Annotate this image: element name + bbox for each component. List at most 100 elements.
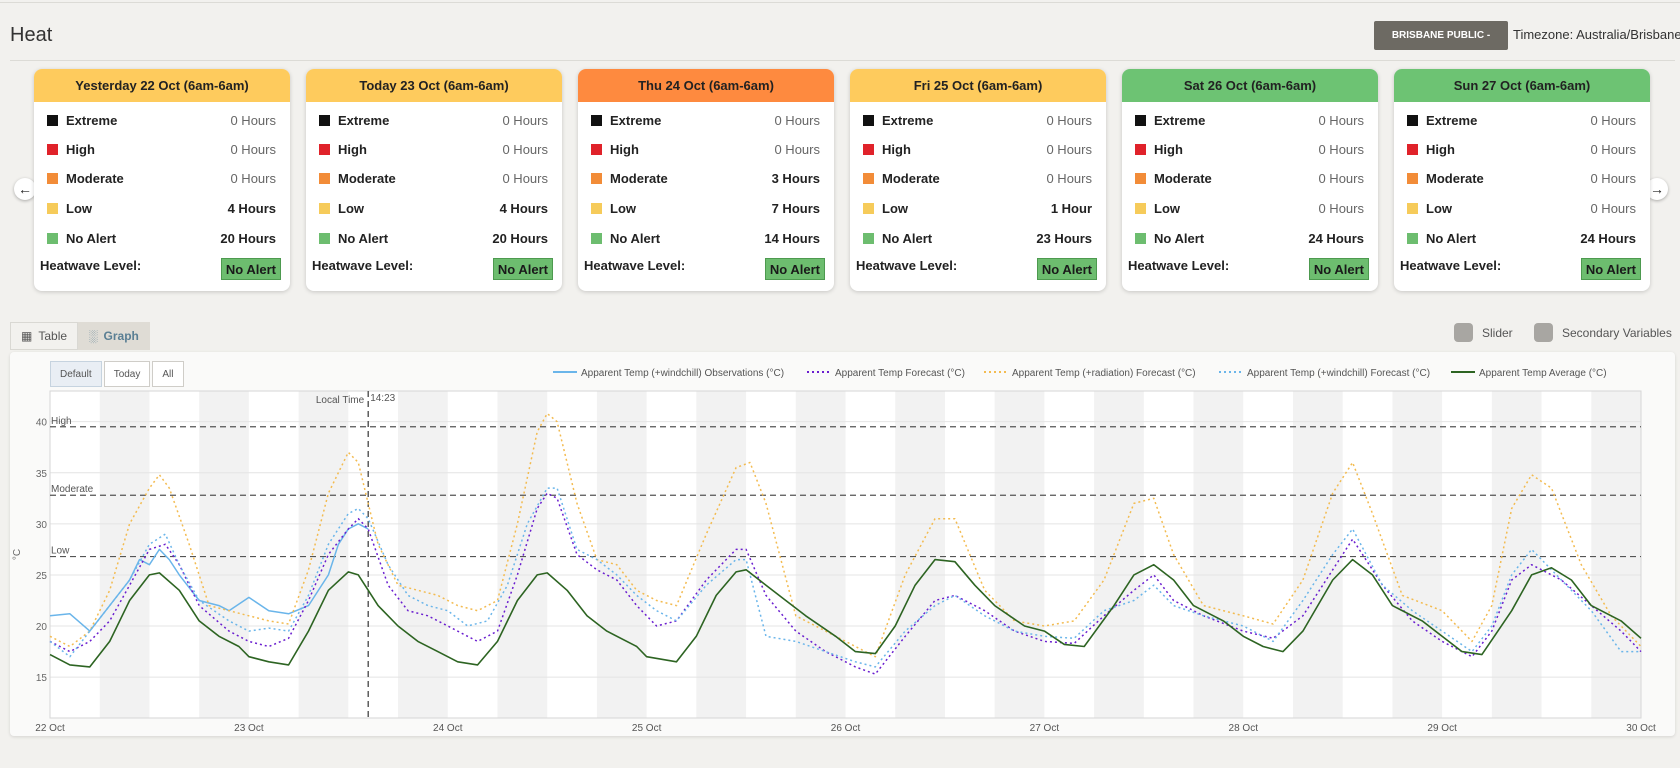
night-band (1193, 391, 1244, 718)
alert-hours-value: 20 Hours (492, 230, 548, 246)
night-band (298, 391, 349, 718)
low-swatch-icon (1407, 202, 1418, 214)
range-default-button[interactable]: Default (50, 361, 102, 387)
alert-hours-value: 4 Hours (227, 200, 276, 216)
day-card: Sat 26 Oct (6am-6am) Extreme 0 Hours High 0 … (1122, 69, 1378, 291)
alert-level-label: No Alert (66, 230, 117, 246)
heatwave-status-badge: No Alert (220, 258, 281, 280)
tab-graph[interactable]: ░ Graph (78, 322, 150, 350)
alert-row-low: Low 0 Hours (1407, 199, 1636, 217)
alert-row-high: High 0 Hours (591, 140, 820, 158)
moderate-swatch-icon (1135, 172, 1146, 184)
alert-row-moderate: Moderate 0 Hours (47, 169, 276, 187)
low-swatch-icon (1135, 202, 1146, 214)
x-tick-label: 30 Oct (1626, 723, 1656, 734)
range-today-button[interactable]: Today (103, 361, 151, 387)
day-card-title: Sun 27 Oct (6am-6am) (1394, 69, 1650, 102)
x-tick-label: 24 Oct (433, 723, 463, 734)
alert-level-label: Moderate (1426, 170, 1484, 186)
y-axis-label: °C (12, 549, 23, 560)
day-card-title: Thu 24 Oct (6am-6am) (578, 69, 834, 102)
alert-level-label: No Alert (882, 230, 933, 246)
extreme-swatch-icon (1407, 114, 1418, 126)
moderate-swatch-icon (319, 172, 330, 184)
x-tick-label: 23 Oct (234, 723, 264, 734)
alert-level-label: Low (882, 200, 908, 216)
prev-arrow-icon[interactable]: ← (14, 178, 36, 200)
high-swatch-icon (319, 143, 330, 155)
range-all-button[interactable]: All (152, 361, 184, 387)
alert-row-low: Low 0 Hours (1135, 199, 1364, 217)
alert-hours-value: 0 Hours (1318, 170, 1364, 186)
next-arrow-icon[interactable]: → (1646, 178, 1668, 200)
night-band (99, 391, 150, 718)
extreme-swatch-icon (863, 114, 874, 126)
alert-row-extreme: Extreme 0 Hours (319, 111, 548, 129)
alert-hours-value: 0 Hours (1590, 200, 1636, 216)
legend-label: Apparent Temp Average (°C) (1479, 368, 1607, 379)
high-swatch-icon (591, 143, 602, 155)
alert-level-label: Low (1154, 200, 1180, 216)
high-swatch-icon (863, 143, 874, 155)
alert-level-label: Extreme (1154, 112, 1206, 128)
secondary-variables-toggle[interactable]: Secondary Variables (1534, 323, 1672, 342)
alert-row-moderate: Moderate 0 Hours (319, 169, 548, 187)
night-band (398, 391, 448, 718)
threshold-label: Moderate (51, 484, 94, 495)
heatwave-level-label: Heatwave Level: (40, 258, 142, 273)
slider-checkbox[interactable] (1454, 323, 1473, 342)
station-select-button[interactable]: BRISBANE PUBLIC - (1374, 21, 1508, 50)
heatwave-level-label: Heatwave Level: (1400, 258, 1502, 273)
no-alert-swatch-icon (1135, 232, 1146, 244)
alert-level-label: High (1426, 141, 1455, 157)
alert-hours-value: 7 Hours (771, 200, 820, 216)
alert-row-high: High 0 Hours (1135, 140, 1364, 158)
timezone-label: Timezone: Australia/Brisbane (1513, 27, 1680, 42)
alert-hours-value: 0 Hours (502, 112, 548, 128)
low-swatch-icon (47, 202, 58, 214)
secondary-variables-checkbox[interactable] (1534, 323, 1553, 342)
tab-table[interactable]: ▦ Table (10, 322, 79, 350)
night-band (1292, 391, 1343, 718)
range-buttons: Default Today All (50, 361, 184, 387)
y-tick-label: 25 (36, 571, 48, 582)
heatwave-level-label: Heatwave Level: (584, 258, 686, 273)
series-line (49, 487, 1641, 668)
alert-row-extreme: Extreme 0 Hours (1407, 111, 1636, 129)
alert-row-high: High 0 Hours (319, 140, 548, 158)
alert-hours-value: 24 Hours (1308, 230, 1364, 246)
alert-row-no-alert: No Alert 14 Hours (591, 229, 820, 247)
alert-hours-value: 0 Hours (230, 112, 276, 128)
alert-row-no-alert: No Alert 20 Hours (319, 229, 548, 247)
low-swatch-icon (863, 202, 874, 214)
alert-row-high: High 0 Hours (47, 140, 276, 158)
alert-hours-value: 3 Hours (771, 170, 820, 186)
alert-level-label: Low (610, 200, 636, 216)
alert-level-label: Extreme (882, 112, 934, 128)
no-alert-swatch-icon (47, 232, 58, 244)
table-icon: ▦ (21, 329, 33, 343)
slider-toggle[interactable]: Slider (1454, 323, 1513, 342)
y-tick-label: 20 (36, 622, 48, 633)
alert-row-moderate: Moderate 0 Hours (1135, 169, 1364, 187)
alert-row-low: Low 4 Hours (319, 199, 548, 217)
y-tick-label: 30 (36, 520, 48, 531)
night-band (1392, 391, 1443, 718)
top-divider (0, 2, 1680, 3)
plot-border (49, 390, 1642, 719)
extreme-swatch-icon (591, 114, 602, 126)
moderate-swatch-icon (47, 172, 58, 184)
moderate-swatch-icon (1407, 172, 1418, 184)
alert-level-label: Moderate (66, 170, 124, 186)
alert-row-low: Low 1 Hour (863, 199, 1092, 217)
night-band (1094, 391, 1144, 718)
heatwave-status-badge: No Alert (1580, 258, 1641, 280)
day-card-title: Today 23 Oct (6am-6am) (306, 69, 562, 102)
heatwave-status-badge: No Alert (764, 258, 825, 280)
night-band (696, 391, 747, 718)
night-band (596, 391, 647, 718)
heatwave-level-label: Heatwave Level: (312, 258, 414, 273)
alert-hours-value: 0 Hours (1318, 200, 1364, 216)
alert-hours-value: 0 Hours (1590, 170, 1636, 186)
alert-level-label: Extreme (610, 112, 662, 128)
